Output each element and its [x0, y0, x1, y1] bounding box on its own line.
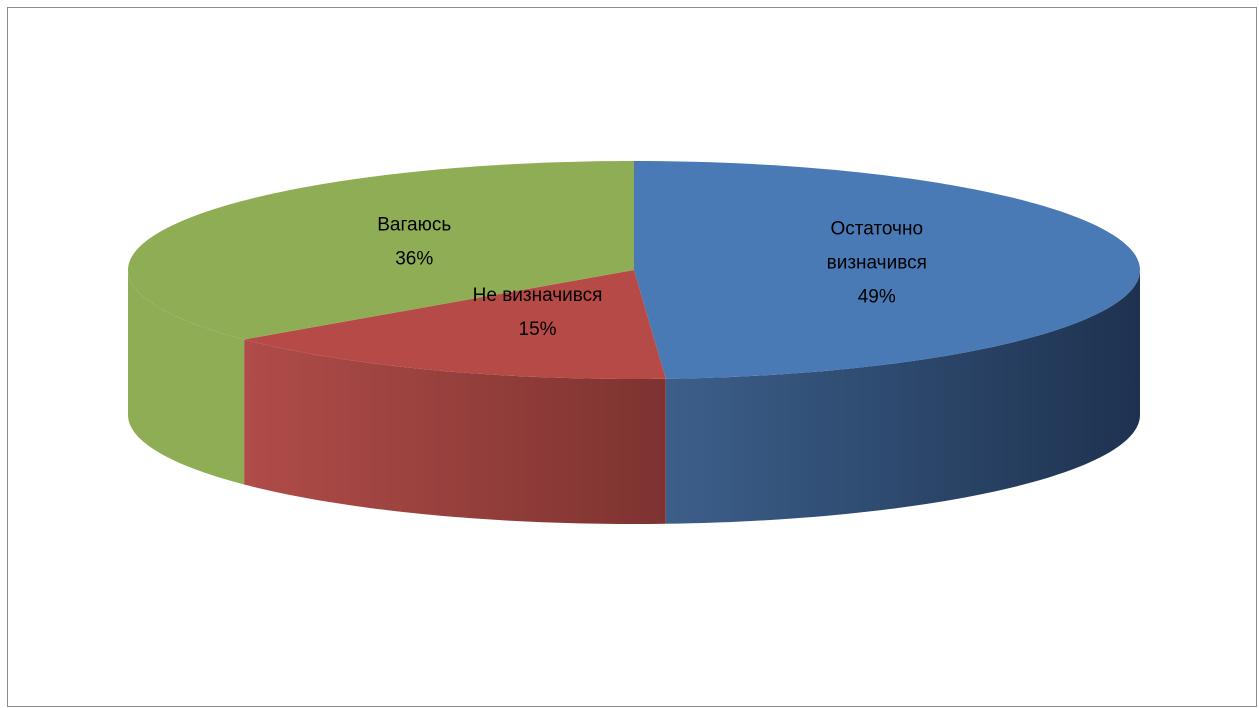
pie-side-1: [244, 339, 666, 524]
slice-name-0-0: Остаточно: [831, 218, 924, 239]
slice-value-0: 49%: [858, 286, 896, 307]
pie-slice-1: [244, 270, 666, 379]
slice-name-0-1: визначився: [827, 252, 927, 273]
pie-tops: [128, 161, 1140, 379]
slice-value-2: 36%: [395, 249, 433, 270]
slice-name-2-0: Вагаюсь: [377, 215, 451, 236]
pie-slice-0: [634, 161, 1140, 379]
slice-label-2: Вагаюсь 36%: [377, 215, 451, 270]
pie-side-2: [128, 270, 245, 485]
chart-area: Остаточно визначився 49% Не визначився 15% Ва…: [7, 7, 1257, 707]
pie-slice-2: [128, 161, 634, 340]
pie-sides: [128, 270, 1140, 524]
slice-name-1-0: Не визначився: [473, 285, 603, 306]
slice-label-1: Не визначився 15%: [473, 285, 603, 340]
pie-side-0: [665, 270, 1140, 524]
pie-labels: Остаточно визначився 49% Не визначився 15% Ва…: [377, 215, 927, 340]
pie-chart: Остаточно визначився 49% Не визначився 15% Ва…: [128, 161, 1140, 524]
slice-value-1: 15%: [519, 319, 557, 340]
slice-label-0: Остаточно визначився 49%: [827, 218, 927, 307]
